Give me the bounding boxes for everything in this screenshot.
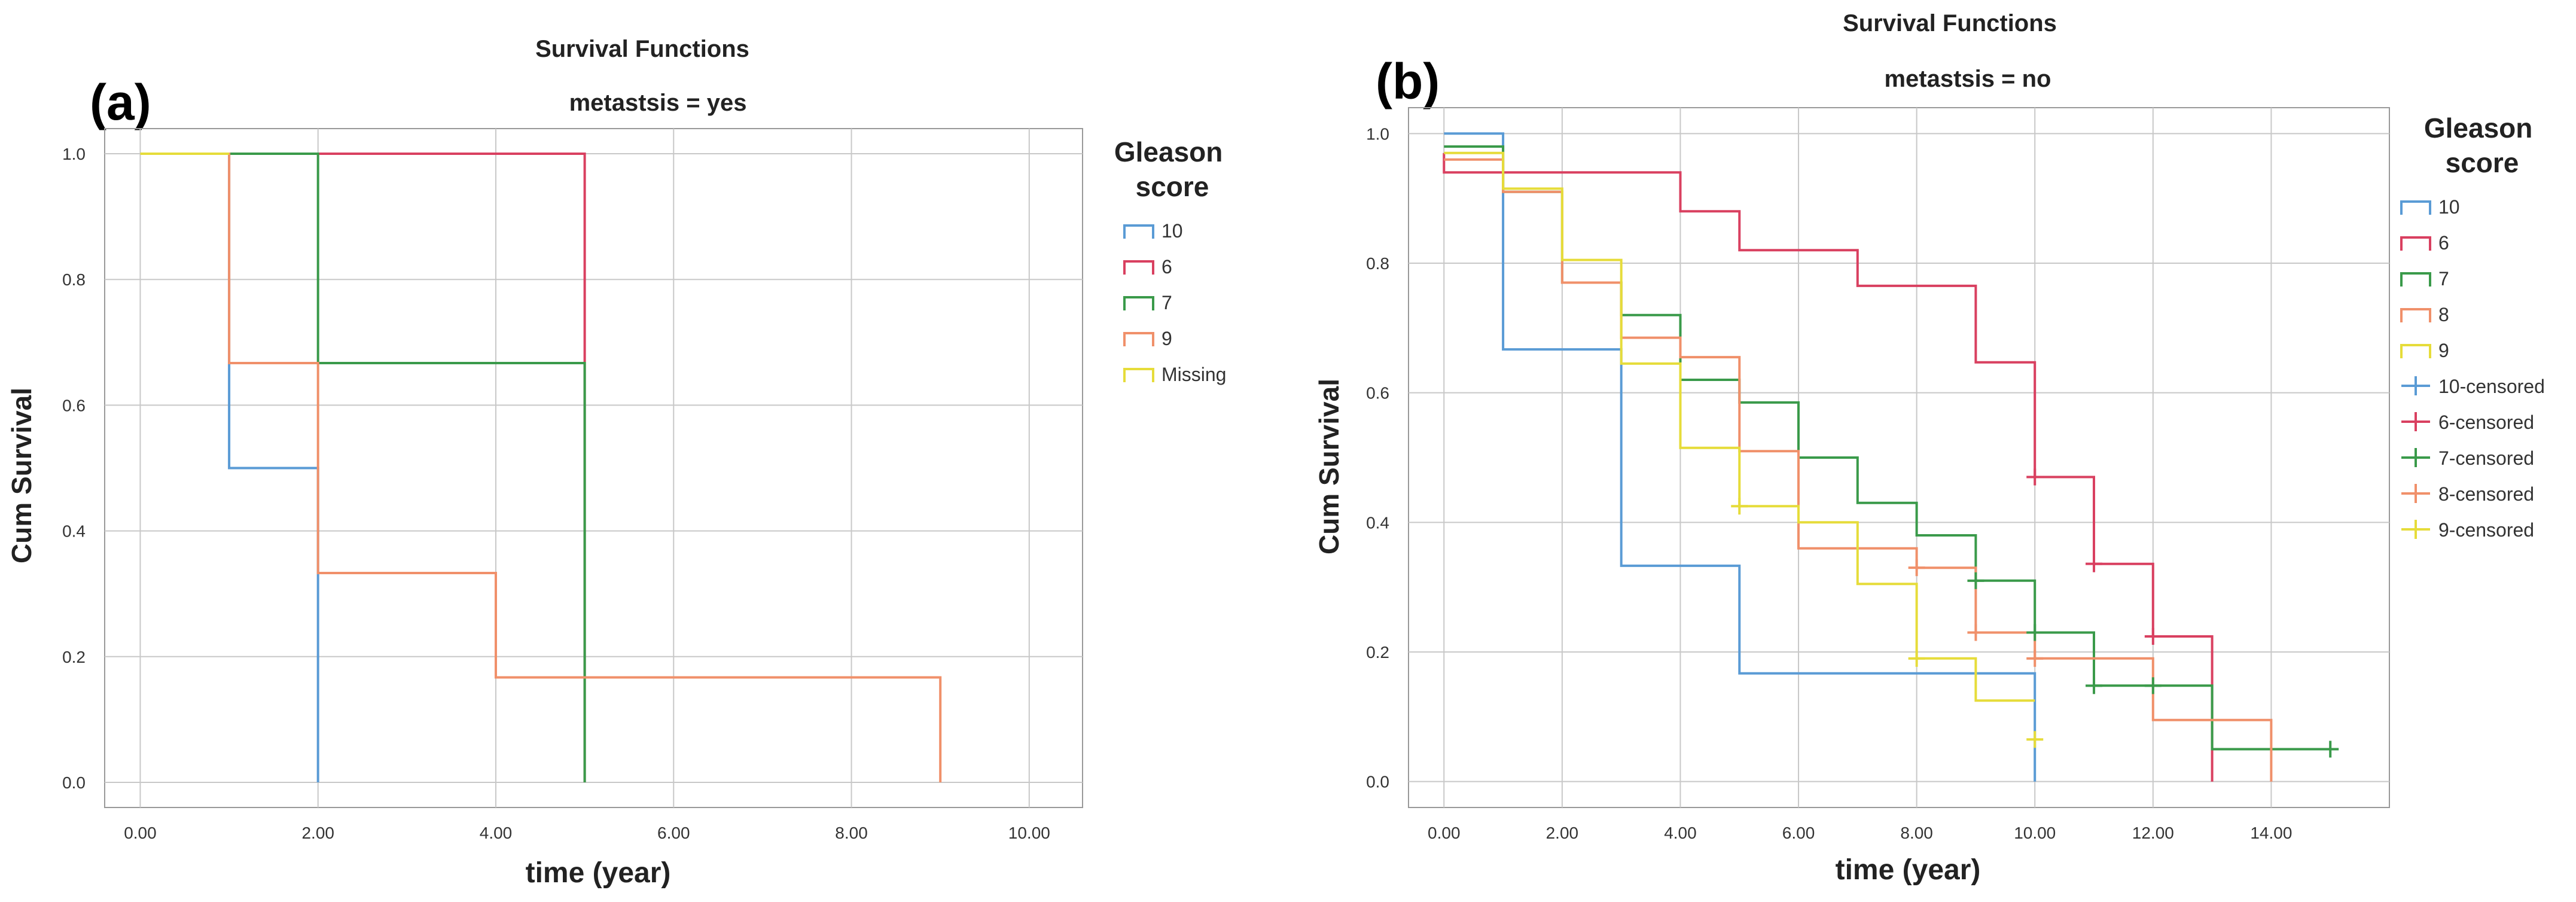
panel-b-x-tick-label: 4.00 (1664, 824, 1697, 842)
panel-a-y-tick-label: 1.0 (62, 145, 86, 163)
panel-b-plot: 0.00 2.00 4.00 6.00 8.00 10.00 12.00 14.00 0.0 0.… (1366, 107, 2545, 842)
panel-a-y-tick-label: 0.6 (62, 396, 86, 415)
panel-a-legend-label: 10 (1162, 220, 1183, 242)
panel-b-x-tick-label: 8.00 (1900, 824, 1933, 842)
panel-b-x-tick-label: 10.00 (2014, 824, 2056, 842)
panel-a-y-tick-label: 0.0 (62, 773, 86, 792)
panel-a-legend-swatch (1123, 296, 1154, 310)
panel-b-legend-swatch (2400, 308, 2431, 322)
panel-a-legend-swatch (1123, 332, 1154, 346)
panel-a-title: Survival Functions (535, 36, 749, 62)
panel-b-legend-label: 6-censored (2438, 412, 2534, 433)
panel-b-x-tick-label: 2.00 (1546, 824, 1579, 842)
panel-b-y-tick-label: 1.0 (1366, 124, 1389, 143)
panel-a-legend-label: Missing (1162, 364, 1226, 385)
panel-a-legend-swatch (1123, 260, 1154, 275)
panel-a-legend-label: 6 (1162, 256, 1172, 278)
panel-a-x-tick-label: 6.00 (657, 824, 690, 842)
panel-a-plot: 0.00 2.00 4.00 6.00 8.00 10.00 0.0 0.2 0.4 0.6 0.8… (62, 128, 1226, 842)
panel-b-series-9-line (1444, 151, 2035, 702)
panel-b-xlabel: time (year) (1836, 854, 1981, 886)
panel-a-series-9-line (140, 153, 942, 782)
panel-a-legend-title: Gleason score (1114, 136, 1230, 202)
panel-a-xlabel: time (year) (526, 857, 671, 889)
panel-a-x-tick-label: 4.00 (480, 824, 513, 842)
panel-b-series-10-line (1444, 132, 2037, 782)
panel-b-legend-swatch (2400, 236, 2431, 251)
panel-a-y-tick-label: 0.2 (62, 648, 86, 666)
panel-b-series-7-line (1444, 145, 2331, 751)
panel-a-legend-title-line2: score (1136, 171, 1209, 202)
panel-b-y-tick-label: 0.4 (1366, 513, 1389, 532)
panel-b-legend-label: 6 (2438, 232, 2449, 254)
panel-a-series-7-line (140, 153, 586, 782)
panel-a-x-tick-label: 10.00 (1008, 824, 1050, 842)
panel-a-subtitle: metastsis = yes (569, 90, 747, 116)
panel-b-legend-label: 8 (2438, 304, 2449, 325)
panel-b-legend-label: 8-censored (2438, 483, 2534, 505)
panel-b-legend-title-line2: score (2446, 147, 2519, 178)
panel-b-series-6-line (1443, 153, 2214, 782)
panel-b-legend-label: 9 (2438, 340, 2449, 361)
panel-a-series-6-line (140, 153, 586, 782)
panel-b-legend-label: 7-censored (2438, 447, 2534, 469)
panel-a-legend-label: 7 (1162, 292, 1172, 313)
panel-a-x-tick-label: 8.00 (835, 824, 868, 842)
panel-b-y-tick-label: 0.8 (1366, 254, 1389, 273)
panel-a-legend-title-line1: Gleason (1114, 136, 1223, 167)
panel-b-legend-swatch (2400, 272, 2431, 287)
panel-a-plot-frame (104, 128, 1083, 808)
panel-b-legend-label: 10-censored (2438, 376, 2545, 397)
panel-a-y-tick-label: 0.4 (62, 522, 86, 541)
panel-a-ylabel: Cum Survival (6, 388, 37, 563)
panel-b-legend-label: 7 (2438, 268, 2449, 290)
panel-b-y-tick-label: 0.0 (1366, 773, 1389, 791)
panel-b-legend-swatch (2400, 200, 2431, 215)
panel-b-y-tick-label: 0.2 (1366, 643, 1389, 662)
panel-a-y-tick-label: 0.8 (62, 270, 86, 289)
panel-a-legend-swatch (1123, 368, 1154, 382)
panel-b-legend-title: Gleason score (2424, 112, 2540, 178)
panel-a-x-tick-label: 2.00 (301, 824, 334, 842)
panel-b-x-tick-label: 6.00 (1782, 824, 1815, 842)
panel-a-x-tick-label: 0.00 (124, 824, 157, 842)
panel-b-legend-swatch (2400, 344, 2431, 358)
panel-b-x-tick-label: 0.00 (1428, 824, 1461, 842)
panel-a-label: (a) (90, 74, 151, 130)
panel-b-subtitle: metastsis = no (1884, 66, 2051, 92)
panel-b-ylabel: Cum Survival (1313, 379, 1345, 554)
panel-b-legend-label: 10 (2438, 196, 2460, 218)
panel-b-legend-label: 9-censored (2438, 519, 2534, 541)
panel-b-title: Survival Functions (1843, 10, 2057, 36)
panel-b-label: (b) (1376, 53, 1440, 109)
panel-b-y-tick-label: 0.6 (1366, 384, 1389, 403)
panel-b-x-tick-label: 14.00 (2250, 824, 2292, 842)
panel-b-x-tick-label: 12.00 (2132, 824, 2174, 842)
panel-a-legend-label: 9 (1162, 328, 1172, 349)
panel-a-legend-swatch (1123, 224, 1154, 239)
panel-b-plot-frame (1408, 107, 2390, 808)
panel-b-legend-title-line1: Gleason (2424, 112, 2533, 144)
